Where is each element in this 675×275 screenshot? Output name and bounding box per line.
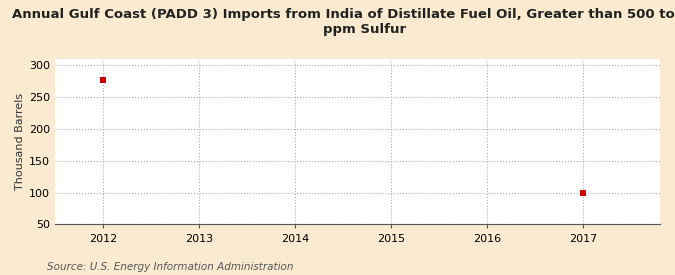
- Text: Annual Gulf Coast (PADD 3) Imports from India of Distillate Fuel Oil, Greater th: Annual Gulf Coast (PADD 3) Imports from …: [12, 8, 675, 36]
- Y-axis label: Thousand Barrels: Thousand Barrels: [15, 93, 25, 190]
- Point: [578, 191, 589, 195]
- Text: Source: U.S. Energy Information Administration: Source: U.S. Energy Information Administ…: [47, 262, 294, 272]
- Point: [98, 78, 109, 82]
